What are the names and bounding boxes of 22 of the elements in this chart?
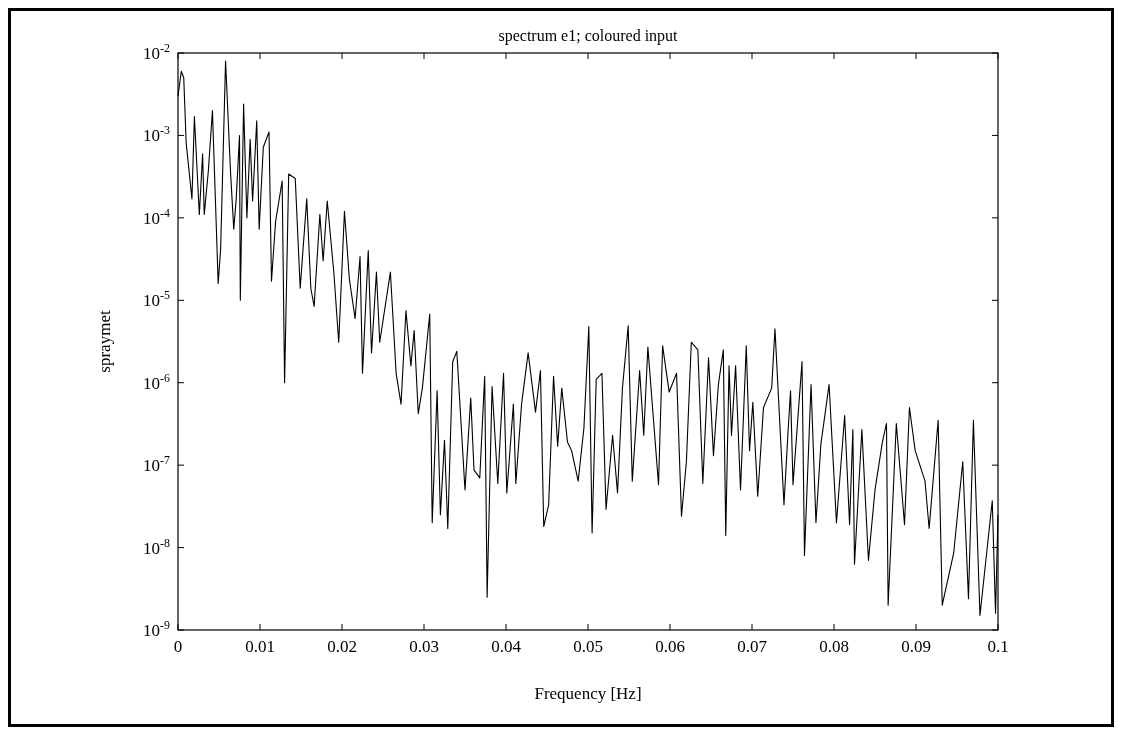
- y-tick-label: 10$^{-6}$: [143, 370, 171, 393]
- x-tick-label: 0: [173, 637, 183, 656]
- chart-title: spectrum e1; coloured input: [498, 27, 679, 45]
- x-tick-label: 0.05: [573, 637, 603, 656]
- y-tick-label: 10$^{-4}$: [143, 205, 171, 228]
- x-tick-label: 0.06: [655, 637, 685, 656]
- y-tick-label: 10$^{-7}$: [143, 453, 171, 476]
- y-tick-label: 10$^{-5}$: [143, 288, 171, 311]
- x-tick-label: 0.07: [737, 637, 768, 656]
- x-axis-title: Frequency [Hz]: [534, 684, 642, 703]
- x-tick-label: 0.01: [245, 637, 275, 656]
- x-tick-label: 0.09: [901, 637, 931, 656]
- x-tick-label: 0.03: [409, 637, 439, 656]
- y-axis-title: spraymet: [95, 310, 114, 373]
- x-tick-label: 0.02: [327, 637, 357, 656]
- y-tick-label: 10$^{-2}$: [143, 41, 171, 63]
- x-tick-label: 0.1: [987, 637, 1009, 656]
- y-tick-label: 10$^{-3}$: [143, 123, 171, 146]
- x-tick-label: 0.04: [491, 637, 522, 656]
- y-tick-label: 10$^{-9}$: [143, 618, 171, 640]
- x-tick-label: 0.08: [819, 637, 849, 656]
- y-tick-label: 10$^{-8}$: [143, 535, 171, 558]
